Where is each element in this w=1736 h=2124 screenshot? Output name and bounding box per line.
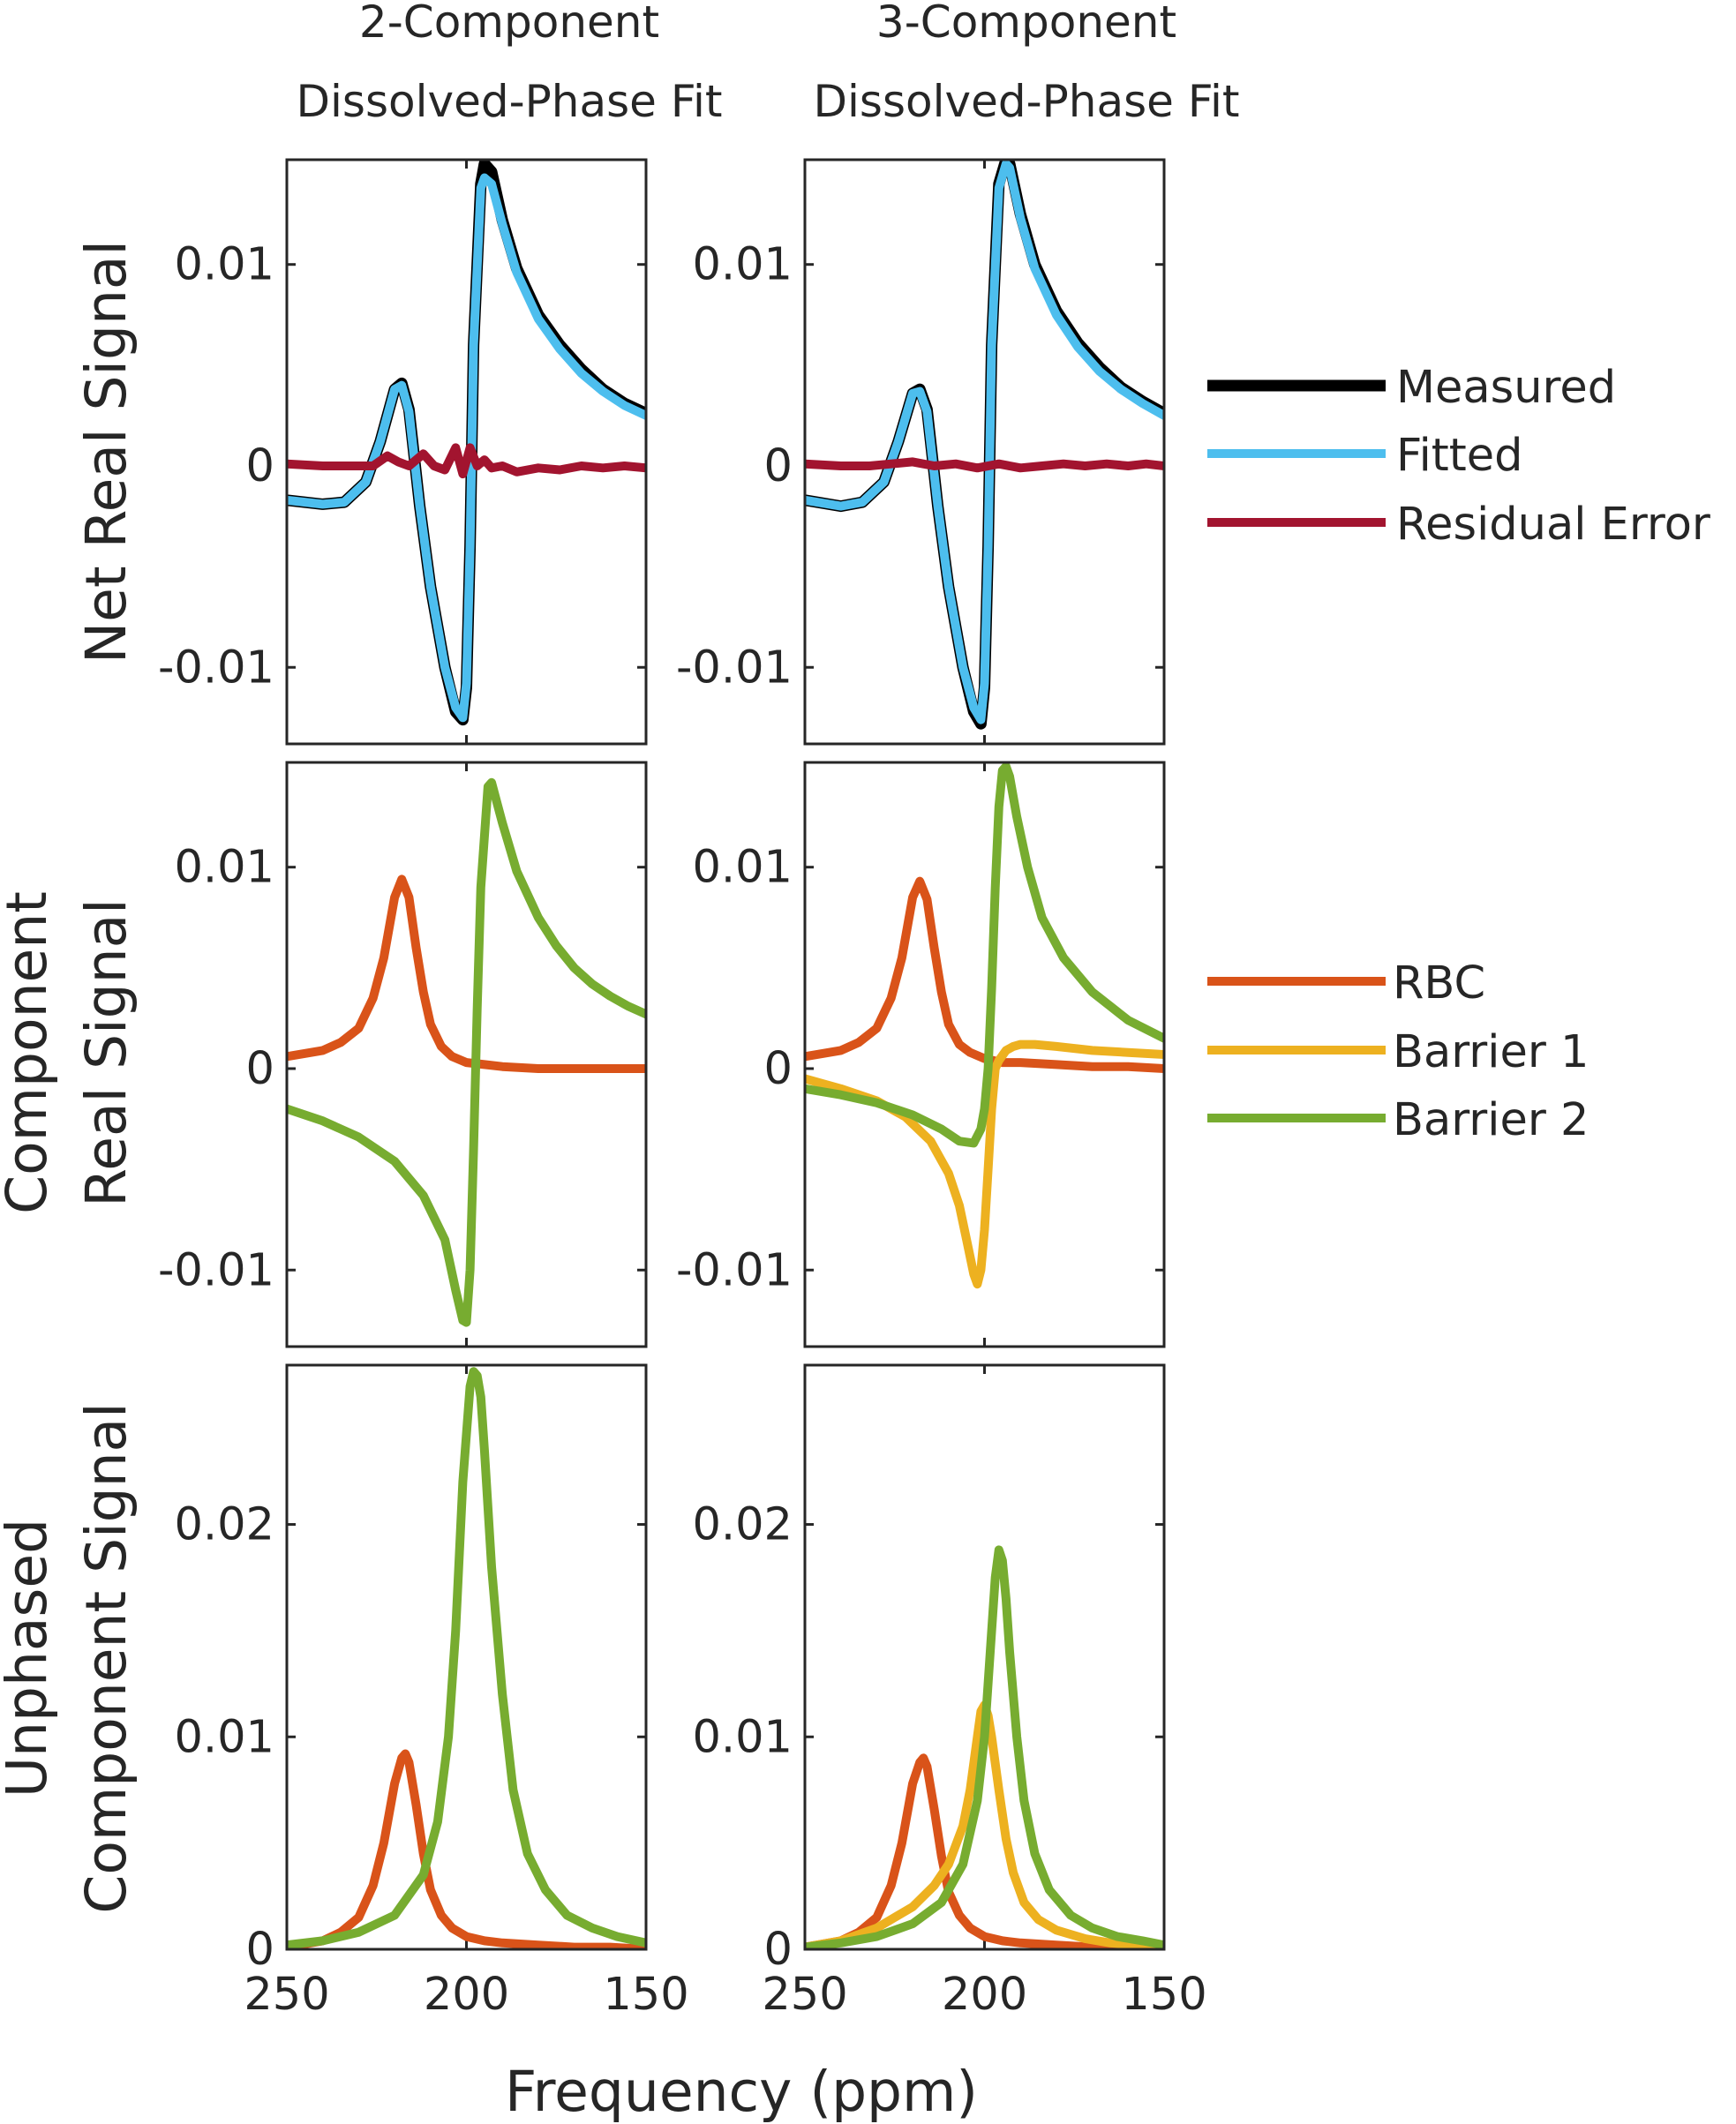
- legend-label-residual-error: Residual Error: [1396, 499, 1710, 551]
- col2-title-line1: 3-Component: [876, 0, 1176, 48]
- panel-r2-c1: -0.01 0 0.01: [158, 761, 648, 1348]
- panel-r1-c2-ytick-label: -0.01: [676, 642, 793, 694]
- legend-net-signal: Measured Fitted Residual Error: [1207, 362, 1710, 551]
- panel-r3-c2-line-rbc: [805, 1753, 1164, 1949]
- panel-r2-c2-line-barrier-1: [805, 1039, 1164, 1289]
- panel-r3-c2-ytick-label: 0: [764, 1924, 793, 1976]
- panel-r1-c2-ytick-label: 0.01: [692, 239, 793, 291]
- panel-r3-c1-xtick-label: 150: [603, 1969, 688, 2021]
- panel-r3-c1-xtick-label: 200: [424, 1969, 509, 2021]
- row2-ylabel-line1: Component: [0, 891, 59, 1214]
- panel-r1-c1-frame: [285, 158, 648, 746]
- panel-r3-c1-ytick-label: 0.02: [174, 1499, 274, 1551]
- panel-r2-c1-line-rbc: [287, 874, 646, 1073]
- panel-r3-c1-frame: [285, 1363, 648, 1951]
- panel-r3-c2-ytick-label: 0.01: [692, 1711, 793, 1763]
- panel-r3-c2-ytick-label: 0.02: [692, 1499, 793, 1551]
- legend-label-barrier-1: Barrier 1: [1393, 1026, 1589, 1078]
- panel-r3-c1-ytick-label: 0.01: [174, 1711, 274, 1763]
- panel-r2-c2: -0.01 0 0.01: [676, 761, 1166, 1348]
- panel-r3-c1-xtick-label: 250: [244, 1969, 329, 2021]
- panel-r1-c2-line-residual-error: [805, 457, 1164, 473]
- column-titles: 2-Component Dissolved-Phase Fit 3-Compon…: [297, 0, 1240, 127]
- panel-r2-c1-ytick-label: -0.01: [158, 1244, 274, 1296]
- row3-ylabel-line1: Unphased: [0, 1519, 59, 1798]
- col2-title-line2: Dissolved-Phase Fit: [814, 76, 1240, 127]
- panel-r3-c2-xtick-label: 150: [1121, 1969, 1206, 2021]
- panel-r3-c2-series: [805, 1545, 1164, 1949]
- panel-r3-c2-line-barrier-2: [805, 1545, 1164, 1949]
- x-axis-label: Frequency (ppm): [505, 2060, 978, 2124]
- panel-r1-c1-ytick-label: -0.01: [158, 642, 274, 694]
- panel-r1-c2-frame: [803, 158, 1166, 746]
- panel-r2-c2-ytick-label: -0.01: [676, 1244, 793, 1296]
- panel-r1-c1-ytick-label: 0.01: [174, 239, 274, 291]
- panel-r1-c1-ytick-label: 0: [246, 440, 274, 492]
- row1-ylabel: Net Real Signal: [74, 240, 139, 664]
- row-labels: Net Real Signal Component Real Signal Un…: [0, 240, 139, 1914]
- panel-r3-c1-line-barrier-2: [287, 1367, 646, 1949]
- panel-r1-c1-series: [287, 160, 646, 726]
- panel-r1-c2-series: [805, 160, 1164, 730]
- panel-r3-c2-xtick-label: 250: [762, 1969, 847, 2021]
- panel-r3-c1-series: [287, 1367, 646, 1949]
- panel-r3-c1: 0 0.01 0.02 250 200 150: [174, 1363, 689, 2021]
- legend-components: RBC Barrier 1 Barrier 2: [1207, 957, 1589, 1146]
- panel-r3-c2-frame: [803, 1363, 1166, 1951]
- legend-label-measured: Measured: [1396, 362, 1616, 414]
- panel-r2-c1-ytick-label: 0: [246, 1043, 274, 1095]
- panel-r1-c1-line-residual-error: [287, 443, 646, 479]
- panel-r1-c1: -0.01 0 0.01: [158, 158, 648, 746]
- panel-r2-c1-frame: [285, 761, 648, 1348]
- panel-r1-c2-line-fitted: [805, 160, 1164, 724]
- panel-r3-c2: 0 0.01 0.02 250 200 150: [692, 1363, 1207, 2021]
- panel-r2-c2-frame: [803, 761, 1166, 1348]
- col1-title-line1: 2-Component: [359, 0, 659, 48]
- panel-r2-c1-series: [287, 777, 646, 1327]
- legend-label-barrier-2: Barrier 2: [1393, 1094, 1589, 1146]
- panel-r2-c1-ytick-label: 0.01: [174, 842, 274, 894]
- panel-r2-c1-line-barrier-2: [287, 777, 646, 1327]
- legend-label-rbc: RBC: [1393, 957, 1485, 1009]
- panel-r2-c2-ytick-label: 0.01: [692, 842, 793, 894]
- panel-r3-c1-ytick-label: 0: [246, 1924, 274, 1976]
- col1-title-line2: Dissolved-Phase Fit: [297, 76, 723, 127]
- panel-r3-c2-xtick-label: 200: [942, 1969, 1027, 2021]
- row3-ylabel-line2: Component Signal: [74, 1402, 139, 1913]
- panel-r2-c2-ytick-label: 0: [764, 1043, 793, 1095]
- panel-r2-c2-line-barrier-2: [805, 762, 1164, 1148]
- panel-r2-c2-line-rbc: [805, 876, 1164, 1073]
- legend-label-fitted: Fitted: [1396, 430, 1523, 482]
- panel-r1-c2-ytick-label: 0: [764, 440, 793, 492]
- panel-r3-c1-line-rbc: [287, 1749, 646, 1949]
- panel-r1-c2: -0.01 0 0.01: [676, 158, 1166, 746]
- panel-r1-c1-line-fitted: [287, 173, 646, 723]
- panel-r2-c2-series: [805, 762, 1164, 1289]
- row2-ylabel-line2: Real Signal: [74, 898, 139, 1206]
- panels: -0.01 0 0.01 -0.01 0 0.01 -0.01 0 0.01 -0.01 0 0.01…: [158, 158, 1207, 2021]
